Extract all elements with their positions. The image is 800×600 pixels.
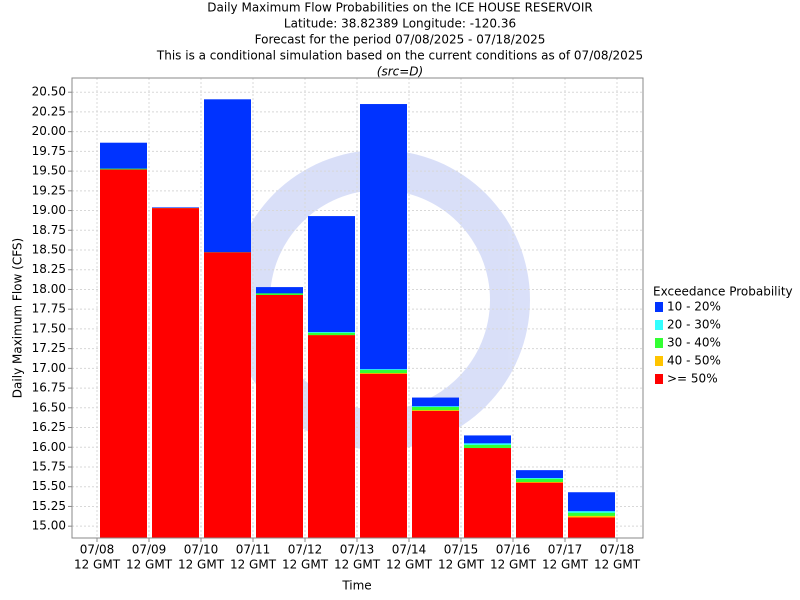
legend-swatch <box>655 338 663 348</box>
y-tick-label: 15.75 <box>32 459 66 473</box>
subtitle: (src=D) <box>377 65 423 79</box>
y-axis-label: Daily Maximum Flow (CFS) <box>11 238 25 398</box>
title: Latitude: 38.82389 Longitude: -120.36 <box>284 17 516 31</box>
y-tick-label: 15.00 <box>32 519 66 533</box>
x-tick-label: 07/14 <box>392 543 427 557</box>
bar <box>568 517 615 538</box>
y-tick-label: 20.50 <box>32 85 66 99</box>
bar <box>256 294 303 538</box>
x-tick-label: 12 GMT <box>74 558 121 572</box>
legend-label: >= 50% <box>667 372 718 386</box>
y-tick-label: 18.00 <box>32 282 66 296</box>
bar <box>464 448 511 538</box>
legend-swatch <box>655 320 663 330</box>
x-tick-label: 07/17 <box>548 543 583 557</box>
y-tick-label: 17.00 <box>32 361 66 375</box>
y-tick-label: 20.00 <box>32 124 66 138</box>
legend-swatch <box>655 374 663 384</box>
bar <box>412 410 459 538</box>
x-tick-label: 07/15 <box>444 543 479 557</box>
x-tick-label: 07/09 <box>132 543 167 557</box>
x-tick-label: 07/11 <box>236 543 271 557</box>
bar <box>152 208 199 539</box>
y-tick-label: 18.50 <box>32 243 66 257</box>
bar <box>516 482 563 538</box>
y-tick-label: 16.50 <box>32 400 66 414</box>
bars <box>100 99 615 539</box>
x-tick-label: 07/13 <box>340 543 375 557</box>
x-axis-label: Time <box>341 579 371 593</box>
title: Daily Maximum Flow Probabilities on the … <box>207 1 592 15</box>
x-tick-label: 07/10 <box>184 543 219 557</box>
legend-label: 10 - 20% <box>667 300 721 314</box>
y-tick-label: 17.50 <box>32 321 66 335</box>
x-tick-label: 12 GMT <box>126 558 173 572</box>
legend-title: Exceedance Probability <box>653 285 793 299</box>
y-tick-label: 18.25 <box>32 262 66 276</box>
legend-swatch <box>655 302 663 312</box>
y-tick-label: 16.75 <box>32 381 66 395</box>
y-tick-label: 20.25 <box>32 104 66 118</box>
x-tick-label: 12 GMT <box>542 558 589 572</box>
y-tick-label: 15.50 <box>32 479 66 493</box>
x-tick-label: 12 GMT <box>334 558 381 572</box>
legend-label: 30 - 40% <box>667 336 721 350</box>
x-tick-label: 12 GMT <box>386 558 433 572</box>
x-tick-label: 12 GMT <box>594 558 641 572</box>
bar <box>204 252 251 538</box>
y-tick-label: 16.00 <box>32 440 66 454</box>
x-tick-label: 12 GMT <box>438 558 485 572</box>
y-tick-label: 16.25 <box>32 420 66 434</box>
x-tick-label: 07/16 <box>496 543 531 557</box>
legend-label: 20 - 30% <box>667 318 721 332</box>
y-tick-label: 19.75 <box>32 144 66 158</box>
x-tick-label: 07/08 <box>80 543 115 557</box>
legend-label: 40 - 50% <box>667 354 721 368</box>
x-tick-label: 07/18 <box>600 543 635 557</box>
legend-swatch <box>655 356 663 366</box>
y-tick-label: 19.00 <box>32 203 66 217</box>
y-tick-label: 19.50 <box>32 164 66 178</box>
x-tick-label: 12 GMT <box>490 558 537 572</box>
x-tick-label: 12 GMT <box>282 558 329 572</box>
bar <box>308 335 355 538</box>
bar <box>360 373 407 538</box>
y-tick-label: 15.25 <box>32 499 66 513</box>
grid <box>72 78 643 538</box>
y-tick-label: 17.25 <box>32 341 66 355</box>
x-tick-label: 12 GMT <box>230 558 277 572</box>
bar <box>100 169 147 538</box>
y-tick-label: 17.75 <box>32 302 66 316</box>
x-tick-label: 12 GMT <box>178 558 225 572</box>
y-tick-label: 18.75 <box>32 223 66 237</box>
y-tick-label: 19.25 <box>32 183 66 197</box>
title: This is a conditional simulation based o… <box>156 49 643 63</box>
x-tick-label: 07/12 <box>288 543 323 557</box>
title: Forecast for the period 07/08/2025 - 07/… <box>255 33 546 47</box>
